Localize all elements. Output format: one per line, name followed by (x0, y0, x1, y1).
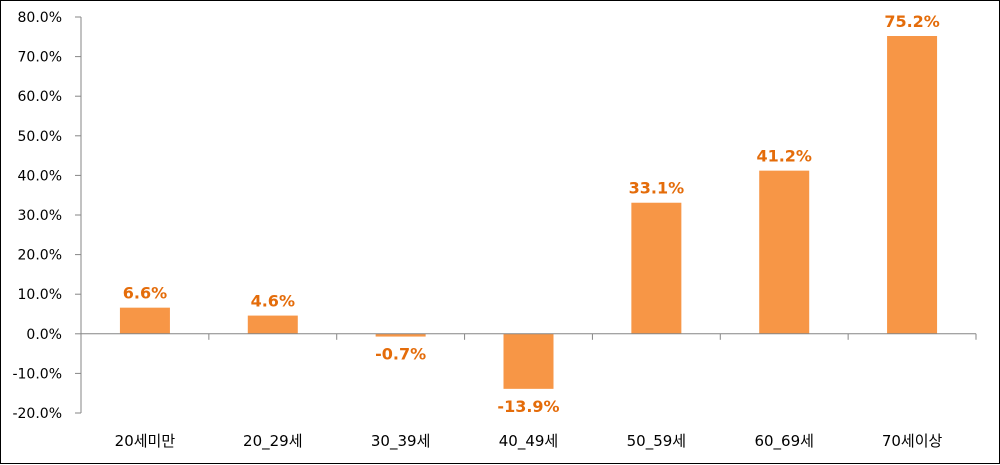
y-tick-label: 60.0% (18, 89, 62, 105)
x-tick-label: 70세이상 (882, 432, 943, 450)
bar (375, 333, 426, 337)
y-tick-label: 30.0% (18, 208, 62, 224)
y-axis: 80.0% 70.0% 60.0% 50.0% 40.0% 30.0% 20.0% 10.0%… (12, 10, 82, 422)
x-tick-label: 40_49세 (499, 432, 558, 451)
bars (119, 36, 938, 389)
y-tick-label: 80.0% (18, 10, 62, 26)
data-label: -0.7% (375, 345, 426, 364)
bar (887, 36, 938, 334)
y-tick-label: -20.0% (12, 406, 62, 422)
y-tick-label: -10.0% (12, 366, 62, 382)
x-tick-label: 20세미만 (115, 432, 176, 450)
bar (759, 170, 810, 334)
x-tick-label: 50_59세 (627, 432, 686, 451)
data-label: 75.2% (884, 12, 940, 31)
x-tick-label: 60_69세 (754, 432, 813, 451)
y-tick-label: 50.0% (18, 129, 62, 145)
data-label: 4.6% (251, 292, 295, 311)
x-axis: 20세미만 20_29세 30_39세 40_49세 50_59세 60_69세 70세이상 (80, 333, 977, 451)
data-label: 6.6% (123, 284, 167, 303)
data-label: 33.1% (629, 179, 685, 198)
data-label: 41.2% (756, 147, 812, 166)
bar (119, 307, 170, 334)
x-tick-label: 20_29세 (243, 432, 302, 451)
y-tick-label: 20.0% (18, 248, 62, 264)
y-tick-label: 70.0% (18, 50, 62, 66)
y-tick-label: 0.0% (26, 327, 62, 343)
bar (247, 315, 298, 334)
bar (503, 333, 554, 389)
y-tick-label: 40.0% (18, 168, 62, 184)
data-label: -13.9% (497, 397, 559, 416)
bar (631, 202, 682, 334)
data-labels: 6.6% 4.6% -0.7% -13.9% 33.1% 41.2% 75.2% (123, 12, 940, 416)
y-tick-label: 10.0% (18, 287, 62, 303)
x-tick-label: 30_39세 (371, 432, 430, 451)
